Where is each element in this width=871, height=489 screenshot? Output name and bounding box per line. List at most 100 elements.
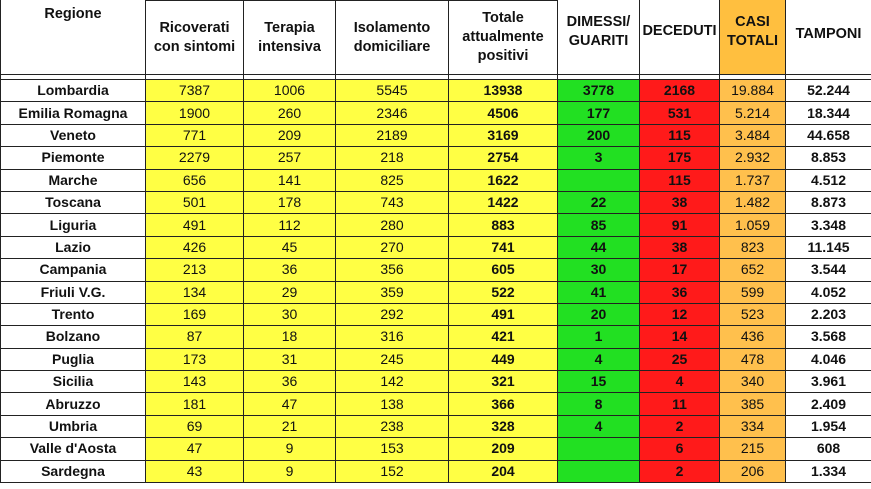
- cell-tamponi: 3.544: [785, 258, 871, 282]
- cell-dimessi: 1: [557, 325, 640, 349]
- cell-terapia: 18: [243, 325, 336, 349]
- cell-casi: 478: [719, 347, 786, 372]
- cell-deceduti: 2: [639, 414, 720, 439]
- cell-casi: 1.482: [719, 190, 786, 215]
- cell-deceduti: 115: [639, 123, 720, 148]
- cell-terapia: 141: [243, 168, 336, 192]
- table-row: Bolzano 87 18 316 421 1 14 436 3.568: [0, 325, 871, 349]
- cell-deceduti: 2: [639, 459, 720, 484]
- cell-deceduti: 115: [639, 168, 720, 192]
- table-row: Liguria 491 112 280 883 85 91 1.059 3.348: [0, 213, 871, 237]
- cell-region: Sicilia: [0, 370, 146, 394]
- cell-terapia: 209: [243, 123, 336, 148]
- header-row-top: Regione DIMESSI/ GUARITI DECEDUTI CASI T…: [0, 0, 871, 75]
- cell-region: Puglia: [0, 347, 146, 372]
- cell-ricoverati: 213: [145, 258, 244, 282]
- cell-region: Marche: [0, 168, 146, 192]
- cell-region: Friuli V.G.: [0, 280, 146, 304]
- cell-tamponi: 8.853: [785, 146, 871, 170]
- header-totale: Totale attualmente positivi: [448, 0, 558, 75]
- cell-ricoverati: 181: [145, 392, 244, 416]
- header-casi-totali: CASI TOTALI: [719, 0, 786, 75]
- header-deceduti: DECEDUTI: [639, 0, 720, 75]
- cell-isolamento: 142: [335, 370, 449, 394]
- cell-tamponi: 4.046: [785, 347, 871, 372]
- table-row: Friuli V.G. 134 29 359 522 41 36 599 4.052: [0, 280, 871, 304]
- cell-region: Abruzzo: [0, 392, 146, 416]
- cell-deceduti: 36: [639, 280, 720, 304]
- cell-tamponi: 8.873: [785, 190, 871, 215]
- cell-deceduti: 38: [639, 190, 720, 215]
- cell-casi: 385: [719, 392, 786, 416]
- table-row: Umbria 69 21 238 328 4 2 334 1.954: [0, 414, 871, 439]
- cell-isolamento: 238: [335, 414, 449, 439]
- cell-tamponi: 2.203: [785, 302, 871, 327]
- cell-deceduti: 175: [639, 146, 720, 170]
- cell-casi: 1.059: [719, 213, 786, 237]
- table-row: Sardegna 43 9 152 204 2 206 1.334: [0, 459, 871, 484]
- cell-isolamento: 245: [335, 347, 449, 372]
- cell-deceduti: 25: [639, 347, 720, 372]
- cell-totale: 321: [448, 370, 558, 394]
- table-row: Lazio 426 45 270 741 44 38 823 11.145: [0, 235, 871, 260]
- cell-terapia: 178: [243, 190, 336, 215]
- cell-totale: 4506: [448, 101, 558, 125]
- cell-dimessi: 30: [557, 258, 640, 282]
- cell-deceduti: 91: [639, 213, 720, 237]
- cell-terapia: 112: [243, 213, 336, 237]
- cell-dimessi: 3: [557, 146, 640, 170]
- table-body: Lombardia 7387 1006 5545 13938 3778 2168 19.884…: [0, 78, 871, 484]
- header-dimessi: DIMESSI/ GUARITI: [557, 0, 640, 75]
- cell-terapia: 45: [243, 235, 336, 260]
- table-row: Puglia 173 31 245 449 4 25 478 4.046: [0, 347, 871, 372]
- header-spacer: [0, 74, 871, 80]
- cell-totale: 421: [448, 325, 558, 349]
- cell-ricoverati: 501: [145, 190, 244, 215]
- cell-ricoverati: 7387: [145, 78, 244, 103]
- cell-casi: 2.932: [719, 146, 786, 170]
- cell-deceduti: 38: [639, 235, 720, 260]
- cell-tamponi: 4.052: [785, 280, 871, 304]
- cell-region: Trento: [0, 302, 146, 327]
- cell-region: Liguria: [0, 213, 146, 237]
- table-row: Veneto 771 209 2189 3169 200 115 3.484 44.658: [0, 123, 871, 148]
- cell-totale: 328: [448, 414, 558, 439]
- cell-deceduti: 4: [639, 370, 720, 394]
- cell-ricoverati: 87: [145, 325, 244, 349]
- header-region: Regione: [0, 0, 146, 75]
- cell-deceduti: 6: [639, 437, 720, 461]
- cell-deceduti: 14: [639, 325, 720, 349]
- cell-casi: 19.884: [719, 78, 786, 103]
- cell-totale: 13938: [448, 78, 558, 103]
- header-terapia: Terapia intensiva: [243, 0, 336, 75]
- cell-region: Lazio: [0, 235, 146, 260]
- cell-isolamento: 138: [335, 392, 449, 416]
- table-row: Sicilia 143 36 142 321 15 4 340 3.961: [0, 370, 871, 394]
- cell-casi: 599: [719, 280, 786, 304]
- cell-casi: 5.214: [719, 101, 786, 125]
- cell-isolamento: 218: [335, 146, 449, 170]
- cell-terapia: 31: [243, 347, 336, 372]
- table-row: Trento 169 30 292 491 20 12 523 2.203: [0, 302, 871, 327]
- cell-region: Umbria: [0, 414, 146, 439]
- cell-ricoverati: 134: [145, 280, 244, 304]
- cell-totale: 204: [448, 459, 558, 484]
- cell-terapia: 47: [243, 392, 336, 416]
- cell-totale: 741: [448, 235, 558, 260]
- cell-dimessi: 4: [557, 414, 640, 439]
- cell-tamponi: 2.409: [785, 392, 871, 416]
- cell-totale: 605: [448, 258, 558, 282]
- header-tamponi: TAMPONI: [785, 0, 871, 75]
- cell-tamponi: 52.244: [785, 78, 871, 103]
- cell-deceduti: 531: [639, 101, 720, 125]
- cell-isolamento: 280: [335, 213, 449, 237]
- cell-totale: 449: [448, 347, 558, 372]
- header-isolamento: Isolamento domiciliare: [335, 0, 449, 75]
- cell-totale: 883: [448, 213, 558, 237]
- cell-isolamento: 2189: [335, 123, 449, 148]
- table-row: Piemonte 2279 257 218 2754 3 175 2.932 8.853: [0, 146, 871, 170]
- cell-isolamento: 359: [335, 280, 449, 304]
- cell-dimessi: 8: [557, 392, 640, 416]
- cell-region: Veneto: [0, 123, 146, 148]
